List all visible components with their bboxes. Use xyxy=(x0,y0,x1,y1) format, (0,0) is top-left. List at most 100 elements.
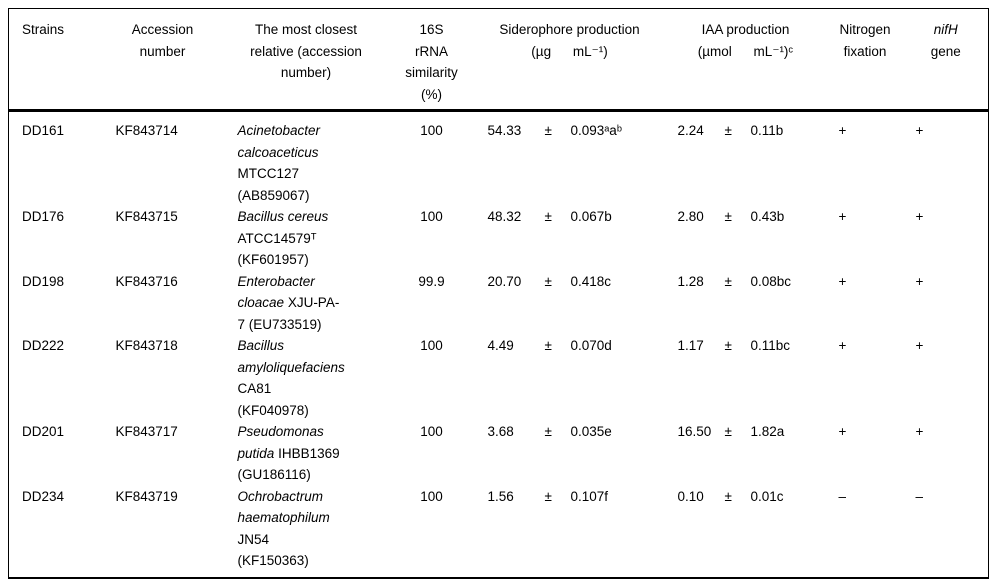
plus-minus-sign: ± xyxy=(724,424,732,439)
table-row: DD161 KF843714 Acinetobacter calcoacetic… xyxy=(9,111,989,207)
nitrogen-fixation-value: – xyxy=(838,488,847,504)
similarity-value: 100 xyxy=(420,338,443,353)
siderophore-cell: 1.56 ±0.107f xyxy=(475,486,665,578)
plus-minus-sign: ± xyxy=(724,209,732,224)
nitrogen-fixation-value: + xyxy=(838,338,847,353)
siderophore-mean: 4.49 xyxy=(487,338,514,353)
plus-minus-sign: ± xyxy=(544,123,552,138)
strain-id: DD198 xyxy=(22,273,65,289)
siderophore-cell: 54.33 ±0.093ᵃaᵇ xyxy=(475,111,665,207)
nifh-gene-value: + xyxy=(915,273,924,289)
iaa-cell: 2.24 ±0.11b xyxy=(665,111,827,207)
header-closest-relative: The most closest relative (accession num… xyxy=(223,8,389,112)
header-accession-label: Accession number xyxy=(131,22,194,59)
species-name: Ochrobactrum haematophilum xyxy=(237,488,330,526)
iaa-cell: 1.17 ±0.11bc xyxy=(665,335,827,421)
siderophore-cell: 20.70 ±0.418c xyxy=(475,271,665,336)
closest-relative-cell: Bacillus amyloliquefaciens CA81 (KF04097… xyxy=(224,335,389,421)
plus-minus-sign: ± xyxy=(544,273,552,289)
iaa-sd: 0.11bc xyxy=(750,338,791,353)
species-name: Acinetobacter calcoaceticus xyxy=(237,123,321,160)
header-nifh-gene: nifH gene xyxy=(903,8,989,112)
siderophore-sd: 0.107f xyxy=(570,488,609,504)
iaa-mean: 16.50 xyxy=(677,424,712,439)
table-row: DD198 KF843716 Enterobacter cloacae XJU-… xyxy=(9,271,989,336)
iaa-sd: 0.01c xyxy=(750,488,784,504)
strain-designation: JN54 (KF150363) xyxy=(237,531,309,569)
plus-minus-sign: ± xyxy=(544,488,552,504)
closest-relative-cell: Pseudomonas putida IHBB1369 (GU186116) xyxy=(224,421,389,486)
species-name: Enterobacter cloacae xyxy=(237,273,315,311)
iaa-mean: 0.10 xyxy=(677,488,704,504)
plus-minus-sign: ± xyxy=(724,488,732,504)
header-strains: Strains xyxy=(8,8,102,112)
siderophore-mean: 3.68 xyxy=(487,424,514,439)
iaa-sd: 0.08bc xyxy=(750,273,792,289)
header-iaa-title: IAA production xyxy=(701,22,790,37)
closest-relative-cell: Acinetobacter calcoaceticus MTCC127 (AB8… xyxy=(224,111,389,207)
iaa-cell: 16.50 ±1.82a xyxy=(665,421,827,486)
table-header: Strains Accession number The most closes… xyxy=(8,8,989,112)
strain-designation: XJU-PA-7 (EU733519) xyxy=(237,295,340,332)
nifh-gene-value: + xyxy=(915,338,924,353)
header-siderophore-title: Siderophore production xyxy=(499,22,640,37)
iaa-mean: 2.80 xyxy=(677,209,704,224)
siderophore-mean: 48.32 xyxy=(487,209,522,224)
header-16s-similarity: 16S rRNA similarity (%) xyxy=(388,8,475,112)
plus-minus-sign: ± xyxy=(544,209,552,224)
header-siderophore-units: (µg mL⁻¹) xyxy=(531,43,608,59)
plus-minus-sign: ± xyxy=(544,424,552,439)
iaa-sd: 0.11b xyxy=(750,123,784,138)
plus-minus-sign: ± xyxy=(724,123,732,138)
accession-number: KF843718 xyxy=(115,338,178,353)
similarity-value: 99.9 xyxy=(418,273,445,289)
closest-relative-cell: Bacillus cereus ATCC14579ᵀ (KF601957) xyxy=(224,206,389,271)
siderophore-sd: 0.093ᵃaᵇ xyxy=(570,123,622,138)
nitrogen-fixation-value: + xyxy=(838,209,847,224)
similarity-value: 100 xyxy=(420,424,443,439)
plus-minus-sign: ± xyxy=(724,273,732,289)
strain-designation: IHBB1369 (GU186116) xyxy=(237,445,340,483)
nitrogen-fixation-value: + xyxy=(838,123,847,138)
header-16s-similarity-label: 16S rRNA similarity (%) xyxy=(405,22,458,102)
iaa-mean: 1.28 xyxy=(677,273,704,289)
strain-designation: CA81 (KF040978) xyxy=(237,381,309,418)
header-nitrogen-fixation: Nitrogen fixation xyxy=(826,8,904,112)
header-siderophore: Siderophore production (µg mL⁻¹) xyxy=(474,8,665,112)
iaa-mean: 2.24 xyxy=(677,123,704,138)
nitrogen-fixation-value: + xyxy=(838,273,847,289)
similarity-value: 100 xyxy=(420,123,443,138)
species-name: Pseudomonas putida xyxy=(237,424,324,461)
table-row: DD176 KF843715 Bacillus cereus ATCC14579… xyxy=(9,206,989,271)
strain-designation: ATCC14579ᵀ (KF601957) xyxy=(237,230,317,268)
closest-relative-cell: Enterobacter cloacae XJU-PA-7 (EU733519) xyxy=(224,271,389,336)
iaa-mean: 1.17 xyxy=(677,338,704,353)
iaa-cell: 1.28 ±0.08bc xyxy=(665,271,827,336)
nifh-gene-value: + xyxy=(915,123,924,138)
nifh-gene-label: gene xyxy=(930,43,961,59)
strain-id: DD234 xyxy=(22,488,65,504)
siderophore-cell: 3.68 ±0.035e xyxy=(475,421,665,486)
species-name: Bacillus cereus xyxy=(237,209,329,224)
plus-minus-sign: ± xyxy=(724,338,732,353)
table-row: DD201 KF843717 Pseudomonas putida IHBB13… xyxy=(9,421,989,486)
strain-id: DD201 xyxy=(22,424,65,439)
siderophore-sd: 0.035e xyxy=(570,424,612,439)
plus-minus-sign: ± xyxy=(544,338,552,353)
species-name: Bacillus amyloliquefaciens xyxy=(237,338,345,375)
siderophore-sd: 0.067b xyxy=(570,209,612,224)
iaa-cell: 2.80 ±0.43b xyxy=(665,206,827,271)
strain-id: DD222 xyxy=(22,338,65,353)
nifh-gene-value: – xyxy=(915,488,924,504)
siderophore-mean: 54.33 xyxy=(487,123,522,138)
nifh-italic-label: nifH xyxy=(933,22,958,37)
strain-id: DD161 xyxy=(22,123,65,138)
iaa-cell: 0.10 ±0.01c xyxy=(665,486,827,578)
strain-characterization-table: Strains Accession number The most closes… xyxy=(8,8,989,579)
siderophore-mean: 1.56 xyxy=(487,488,514,504)
table-body: DD161 KF843714 Acinetobacter calcoacetic… xyxy=(9,111,989,578)
header-iaa-units: (µmol mL⁻¹)ᶜ xyxy=(697,43,794,59)
table-row: DD222 KF843718 Bacillus amyloliquefacien… xyxy=(9,335,989,421)
accession-number: KF843714 xyxy=(115,123,178,138)
siderophore-cell: 4.49 ±0.070d xyxy=(475,335,665,421)
